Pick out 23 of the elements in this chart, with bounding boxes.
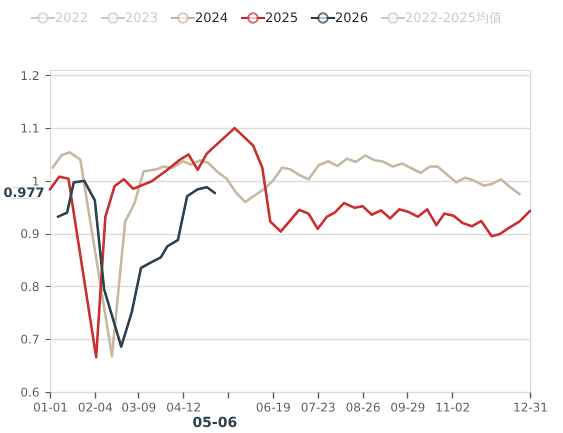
x-tick-label: 01-01 — [33, 400, 68, 414]
y-tick-label: 0.6 — [20, 386, 40, 400]
y-tick-label: 1.2 — [20, 68, 40, 83]
y-tick-label: 1.1 — [20, 122, 40, 136]
legend-label: 2025 — [265, 11, 298, 26]
x-tick-label: 09-29 — [390, 400, 426, 414]
x-tick-label: 04-12 — [166, 400, 202, 414]
y-tick-label: 0.9 — [20, 227, 40, 242]
y-tick-label: 0.8 — [20, 280, 40, 294]
legend-label: 2026 — [335, 11, 368, 26]
y-tick-label: 0.7 — [20, 332, 40, 347]
x-tick-label: 02-04 — [78, 400, 113, 414]
legend-label: 2024 — [195, 11, 228, 26]
x-tick-label: 08-26 — [346, 400, 380, 414]
x-tick-label: 11-02 — [435, 400, 470, 414]
y-tick-label: 1 — [32, 174, 40, 188]
text: 0.977 — [3, 186, 45, 201]
x-tick-label: 03-09 — [121, 400, 156, 414]
x-tick-label: 07-23 — [300, 400, 336, 414]
line-series — [56, 180, 216, 348]
text: 05-06 — [192, 415, 238, 431]
x-tick-label: 06-19 — [256, 400, 291, 414]
x-tick-label: 12-31 — [513, 400, 548, 414]
